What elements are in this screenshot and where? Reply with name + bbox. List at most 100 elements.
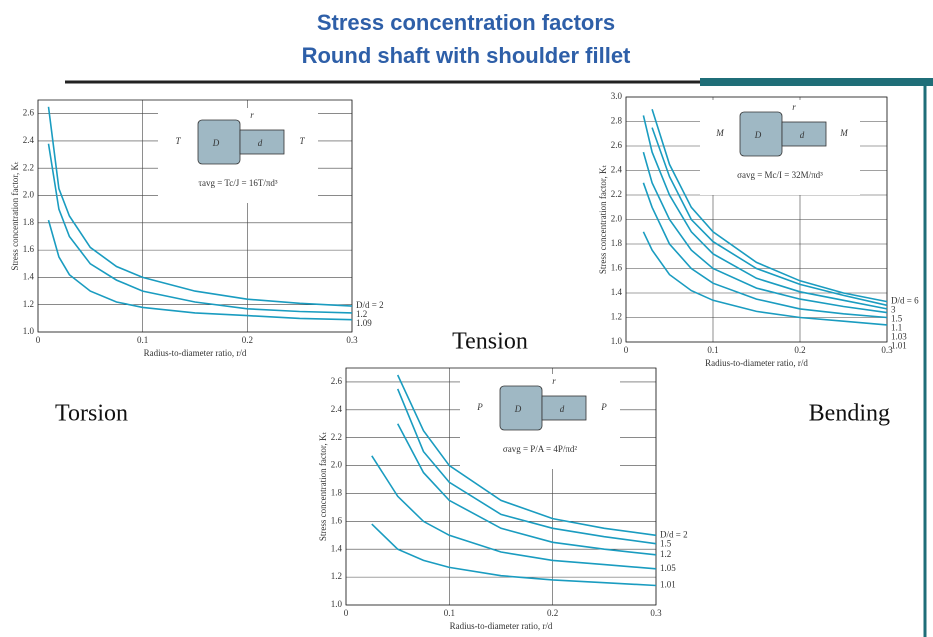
inset-formula: τavg = Tc/J = 16T/πd³	[198, 178, 278, 188]
series-label: 1.03	[891, 332, 907, 342]
series-label: 1.2	[660, 549, 671, 559]
series-label: 3	[891, 305, 896, 315]
series-label: 1.01	[660, 580, 676, 590]
x-tick-label: 0	[344, 608, 349, 618]
series-line	[396, 423, 657, 556]
inset-label: D	[212, 138, 220, 148]
y-tick-label: 2.2	[23, 162, 34, 172]
inset-label: T	[299, 136, 305, 146]
series-label: 1.09	[356, 318, 372, 328]
series-label: D/d = 2	[356, 300, 384, 310]
slide-subtitle: Round shaft with shoulder fillet	[302, 43, 631, 68]
axes-frame	[37, 99, 353, 333]
x-tick-label: 0.3	[881, 345, 893, 355]
x-tick-label: 0.1	[707, 345, 718, 355]
series-line	[47, 219, 353, 321]
y-tick-label: 1.2	[611, 312, 622, 322]
y-tick-label: 2.8	[611, 116, 623, 126]
y-tick-label: 1.0	[23, 326, 35, 336]
y-tick-label: 1.6	[331, 515, 343, 525]
series-line	[642, 231, 888, 326]
x-tick-label: 0.3	[346, 335, 358, 345]
x-tick-label: 0	[624, 345, 629, 355]
y-tick-label: 2.0	[23, 190, 35, 200]
shaft-small	[781, 121, 827, 147]
series-line	[396, 388, 657, 545]
series-label: D/d = 6	[891, 296, 919, 306]
y-tick-label: 1.4	[23, 271, 35, 281]
series-label: 1.1	[891, 323, 902, 333]
y-tick-label: 1.0	[611, 336, 623, 346]
y-tick-label: 2.4	[611, 165, 623, 175]
x-tick-label: 0.1	[444, 608, 455, 618]
series-line	[371, 455, 657, 570]
series-label: 1.5	[660, 538, 672, 548]
y-tick-label: 2.6	[331, 376, 343, 386]
y-tick-label: 2.0	[611, 214, 623, 224]
y-tick-label: 2.0	[331, 460, 343, 470]
x-axis-title: Radius-to-diameter ratio, r/d	[705, 358, 808, 368]
x-tick-label: 0.2	[794, 345, 805, 355]
shaft-small	[541, 395, 587, 421]
y-tick-label: 1.6	[611, 263, 623, 273]
y-tick-label: 2.6	[611, 140, 623, 150]
y-axis-title: Stress concentration factor, Kₜ	[318, 432, 328, 542]
inset-label: d	[560, 404, 565, 414]
y-tick-label: 2.6	[23, 108, 35, 118]
y-tick-label: 1.2	[23, 299, 34, 309]
y-tick-label: 2.4	[331, 404, 343, 414]
inset-label: D	[754, 130, 762, 140]
series-line	[371, 523, 657, 587]
series-line	[651, 127, 888, 307]
y-axis-title: Stress concentration factor, Kₜ	[10, 161, 20, 271]
inset-label: P	[600, 402, 607, 412]
y-tick-label: 2.2	[331, 432, 342, 442]
chart-title: Torsion	[55, 401, 128, 427]
inset-label: r	[792, 102, 796, 112]
x-tick-label: 0	[36, 335, 41, 345]
chart: 1.0 1.2 1.4 1.6 1.8 2.0 2.2 2.4 2.6 0 0.1 0.2 0.3 Rad…	[10, 99, 384, 358]
inset-label: d	[258, 138, 263, 148]
y-tick-label: 1.8	[331, 488, 343, 498]
inset-label: M	[715, 128, 724, 138]
series-label: D/d = 2	[660, 529, 688, 539]
y-axis-title: Stress concentration factor, Kₜ	[598, 165, 608, 275]
y-tick-label: 2.4	[23, 135, 35, 145]
series-line	[642, 115, 888, 310]
y-tick-label: 1.6	[23, 244, 35, 254]
title-rule-accent	[700, 78, 933, 86]
inset-formula: σavg = Mc/I = 32M/πd³	[737, 170, 823, 180]
inset-label: d	[800, 130, 805, 140]
chart: 1.0 1.2 1.4 1.6 1.8 2.0 2.2 2.4 2.6 0 0.1 0.2 0.3 Rad…	[318, 367, 688, 631]
x-axis-title: Radius-to-diameter ratio, r/d	[144, 348, 247, 358]
y-tick-label: 2.2	[611, 189, 622, 199]
series-line	[47, 143, 353, 314]
y-tick-label: 1.8	[23, 217, 35, 227]
series-line	[642, 182, 888, 319]
x-axis-title: Radius-to-diameter ratio, r/d	[450, 621, 553, 631]
inset-label: r	[552, 376, 556, 386]
inset-label: M	[839, 128, 848, 138]
inset-label: D	[514, 404, 522, 414]
y-tick-label: 1.4	[331, 543, 343, 553]
y-tick-label: 3.0	[611, 91, 623, 101]
chart-title: Bending	[809, 401, 890, 427]
shaft-small	[239, 129, 285, 155]
axes-frame	[345, 367, 657, 606]
series-label: 1.01	[891, 341, 907, 351]
series-line	[396, 374, 657, 537]
series-line	[651, 109, 888, 303]
axes-frame	[625, 96, 888, 343]
chart: 1.0 1.2 1.4 1.6 1.8 2.0 2.2 2.4 2.6 2.8 3.0 0 0.1 0.2…	[598, 91, 919, 368]
inset-label: r	[250, 110, 254, 120]
y-tick-label: 1.4	[611, 287, 623, 297]
y-tick-label: 1.0	[331, 599, 343, 609]
series-label: 1.2	[356, 309, 367, 319]
x-tick-label: 0.2	[242, 335, 253, 345]
x-tick-label: 0.2	[547, 608, 558, 618]
chart-title: Tension	[452, 329, 528, 355]
x-tick-label: 0.1	[137, 335, 148, 345]
inset-label: T	[175, 136, 181, 146]
x-tick-label: 0.3	[650, 608, 662, 618]
